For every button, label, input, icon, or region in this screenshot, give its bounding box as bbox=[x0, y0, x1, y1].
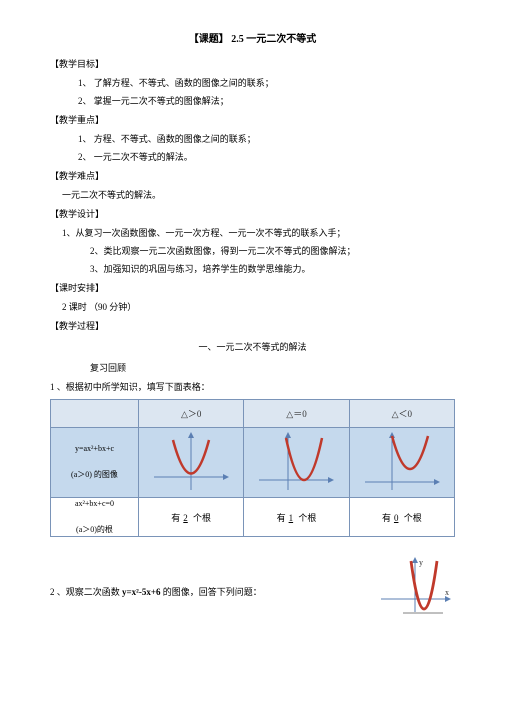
section-difficulty: 【教学难点】 bbox=[50, 169, 455, 182]
parabola-no-roots bbox=[349, 428, 454, 498]
focus-item: 1、 方程、不等式、函数的图像之间的联系； bbox=[78, 132, 455, 145]
table-row-label-graph: y=ax²+bx+c (a＞0) 的图像 bbox=[51, 428, 139, 498]
example-parabola: y x bbox=[378, 557, 453, 625]
section-design: 【教学设计】 bbox=[50, 207, 455, 220]
schedule-text: 2 课时 （90 分钟） bbox=[62, 300, 455, 313]
table-header-delta-lt: △＜0 bbox=[349, 400, 454, 428]
design-item: 3、加强知识的巩固与练习，培养学生的数学思维能力。 bbox=[90, 262, 455, 275]
review-label: 复习回顾 bbox=[90, 361, 455, 374]
lesson-title: 【课题】 2.5 一元二次不等式 bbox=[50, 30, 455, 45]
parabola-one-root bbox=[244, 428, 349, 498]
section-process: 【教学过程】 bbox=[50, 319, 455, 332]
design-item: 1、从复习一次函数图像、一元一次方程、一元一次不等式的联系入手； bbox=[62, 226, 455, 239]
svg-text:y: y bbox=[419, 558, 423, 567]
difficulty-text: 一元二次不等式的解法。 bbox=[62, 188, 455, 201]
focus-item: 2、 一元二次不等式的解法。 bbox=[78, 150, 455, 163]
table-header-delta-eq: △＝0 bbox=[244, 400, 349, 428]
question-2: 2 、观察二次函数 y=x²-5x+6 的图像，回答下列问题： y x bbox=[50, 557, 455, 625]
section-schedule: 【课时安排】 bbox=[50, 281, 455, 294]
design-item: 2、类比观察一元二次函数图像，得到一元二次不等式的图像解法； bbox=[90, 244, 455, 257]
table-row-label-roots: ax²+bx+c=0 (a＞0)的根 bbox=[51, 498, 139, 537]
goal-item: 1、 了解方程、不等式、函数的图像之间的联系； bbox=[78, 76, 455, 89]
goal-item: 2、 掌握一元二次不等式的图像解法； bbox=[78, 94, 455, 107]
svg-text:x: x bbox=[445, 588, 449, 597]
part-title: 一、一元二次不等式的解法 bbox=[50, 340, 455, 353]
section-focus: 【教学重点】 bbox=[50, 113, 455, 126]
table-header-empty bbox=[51, 400, 139, 428]
roots-count-zero: 有0 个根 bbox=[349, 498, 454, 537]
parabola-two-roots bbox=[139, 428, 244, 498]
roots-count-one: 有1 个根 bbox=[244, 498, 349, 537]
question-1: 1 、根据初中所学知识，填写下面表格： bbox=[50, 380, 455, 393]
table-header-delta-gt: △＞0 bbox=[139, 400, 244, 428]
section-goals: 【教学目标】 bbox=[50, 57, 455, 70]
discriminant-table: △＞0 △＝0 △＜0 y=ax²+bx+c (a＞0) 的图像 bbox=[50, 399, 455, 537]
roots-count-two: 有2 个根 bbox=[139, 498, 244, 537]
